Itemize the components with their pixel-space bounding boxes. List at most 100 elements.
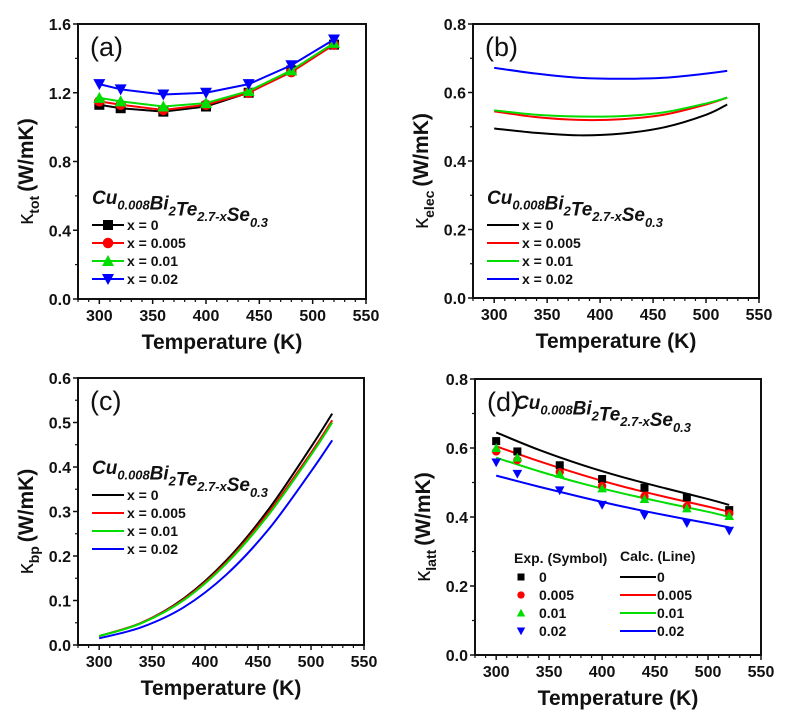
formula-element: Se [622,205,646,226]
formula-element: Te [599,404,621,425]
x-tick-label: 400 [192,654,219,671]
y-tick-label: 0.2 [49,549,71,566]
calc-line-x002 [495,474,730,529]
y-axis-title: κelec (W/mK) [408,113,437,229]
legend-symbol [102,274,114,285]
x-tick-label: 400 [589,664,616,681]
exp-point [639,494,650,504]
formula-element: Se [227,475,251,496]
formula-subscript: 0.008 [117,468,150,483]
plot-series [93,34,340,117]
panel-c: 300 350 400 450 500 550 0.0 0.1 0.2 0.3 0.4 0.5 0.6 T… [13,371,377,700]
panel-d: 300 350 400 450 500 550 0.0 0.2 0.4 0.6 0.8 Tempera… [410,372,774,710]
y-tick-label: 0.4 [49,223,71,240]
formula-subscript: 2.7-x [196,209,227,224]
legend-label: x = 0.005 [127,505,186,521]
y-tick-label: 0.8 [49,155,71,172]
legend-label: x = 0.02 [127,271,178,287]
exp-point [682,503,692,513]
formula-element: Cu [515,393,541,414]
x-tick-label: 300 [86,654,113,671]
exp-point [724,526,735,536]
series-line [494,96,728,122]
calc-line-x0 [495,431,730,506]
x-tick-label: 550 [351,654,378,671]
y-axis-subscript: elec [421,190,437,217]
y-axis-kappa: κ [13,562,38,574]
calc-line-x001 [495,456,730,518]
y-tick-label: 0.1 [49,594,71,611]
x-tick-label: 300 [483,664,510,681]
x-tick-label: 450 [642,664,669,681]
formula-label: Cu0.008Bi2Te2.7-xSe0.3 [515,393,692,435]
x-axis-title: Temperature (K) [536,330,697,353]
exp-point [512,452,523,462]
x-tick-label: 450 [640,307,667,324]
y-axis-kappa: κ [410,570,435,582]
exp-point [597,483,607,493]
legend-symbol [103,220,113,230]
legend-label: x = 0 [127,487,159,503]
y-axis-unit: (W/mK) [15,469,38,542]
legend-label: x = 0.01 [522,253,573,269]
formula-subscript: 2.7-x [196,479,227,494]
panel-label: (c) [90,386,121,416]
data-point [200,97,212,109]
legend-label: x = 0.02 [127,541,178,557]
x-axis-title: Temperature (K) [141,677,302,700]
legend: x = 0 x = 0.005 x = 0.01 x = 0.02 [92,487,186,557]
formula-subscript: 2.7-x [619,414,650,429]
y-tick-label: 0.6 [444,86,466,103]
y-axis-unit: (W/mK) [412,472,435,545]
legend-symbol [102,255,114,266]
formula-subscript: 2 [168,203,177,218]
data-point [93,79,106,91]
legend-exp-label: 0 [539,569,547,585]
y-tick-label: 0.6 [446,441,468,458]
y-tick-label: 0.0 [49,292,71,309]
data-point [200,87,212,99]
legend-calc-label: 0.02 [657,623,684,639]
legend-label: x = 0.005 [522,235,581,251]
legend-calc-title: Calc. (Line) [620,548,695,564]
x-tick-label: 350 [139,654,166,671]
legend: Exp. (Symbol) Calc. (Line) 0 0 0.005 0.005 0.0… [514,548,695,639]
exp-point [682,493,691,502]
series-line [494,96,728,118]
data-point [157,89,170,101]
x-tick-label: 550 [353,308,380,325]
formula-element: Te [176,469,198,490]
exp-point [640,483,649,492]
y-tick-label: 0.0 [444,291,466,308]
exp-point [555,461,564,470]
exp-point [491,458,501,468]
panel-b: 300 350 400 450 500 550 0.0 0.2 0.4 0.6 0.8 Tempera… [408,17,772,353]
data-point [114,84,127,96]
formula-label: Cu0.008Bi2Te2.7-xSe0.3 [487,188,664,230]
data-point [157,100,170,112]
x-tick-label: 500 [299,308,326,325]
calc-line-x0005 [495,445,730,513]
formula-subscript: 2.7-x [591,209,622,224]
formula-label: Cu0.008Bi2Te2.7-xSe0.3 [92,188,269,230]
x-tick-label: 350 [536,664,563,681]
x-axis-title: Temperature (K) [142,331,303,354]
legend-exp-title: Exp. (Symbol) [514,550,607,566]
x-tick-label: 400 [193,308,220,325]
exp-point [597,500,607,510]
y-tick-label: 0.0 [446,648,468,665]
exp-point [639,511,650,521]
exp-point [512,469,523,479]
y-axis-title: κtot (W/mK) [13,118,42,224]
y-tick-label: 0.8 [444,17,466,34]
x-tick-label: 400 [587,307,614,324]
panel-label: (a) [90,32,123,62]
x-tick-label: 450 [245,654,272,671]
x-tick-label: 550 [746,307,773,324]
legend-symbol [516,627,526,636]
y-tick-label: 0.2 [444,223,466,240]
y-tick-label: 0.8 [446,372,468,389]
x-tick-label: 350 [534,307,561,324]
y-tick-label: 0.5 [49,416,71,433]
